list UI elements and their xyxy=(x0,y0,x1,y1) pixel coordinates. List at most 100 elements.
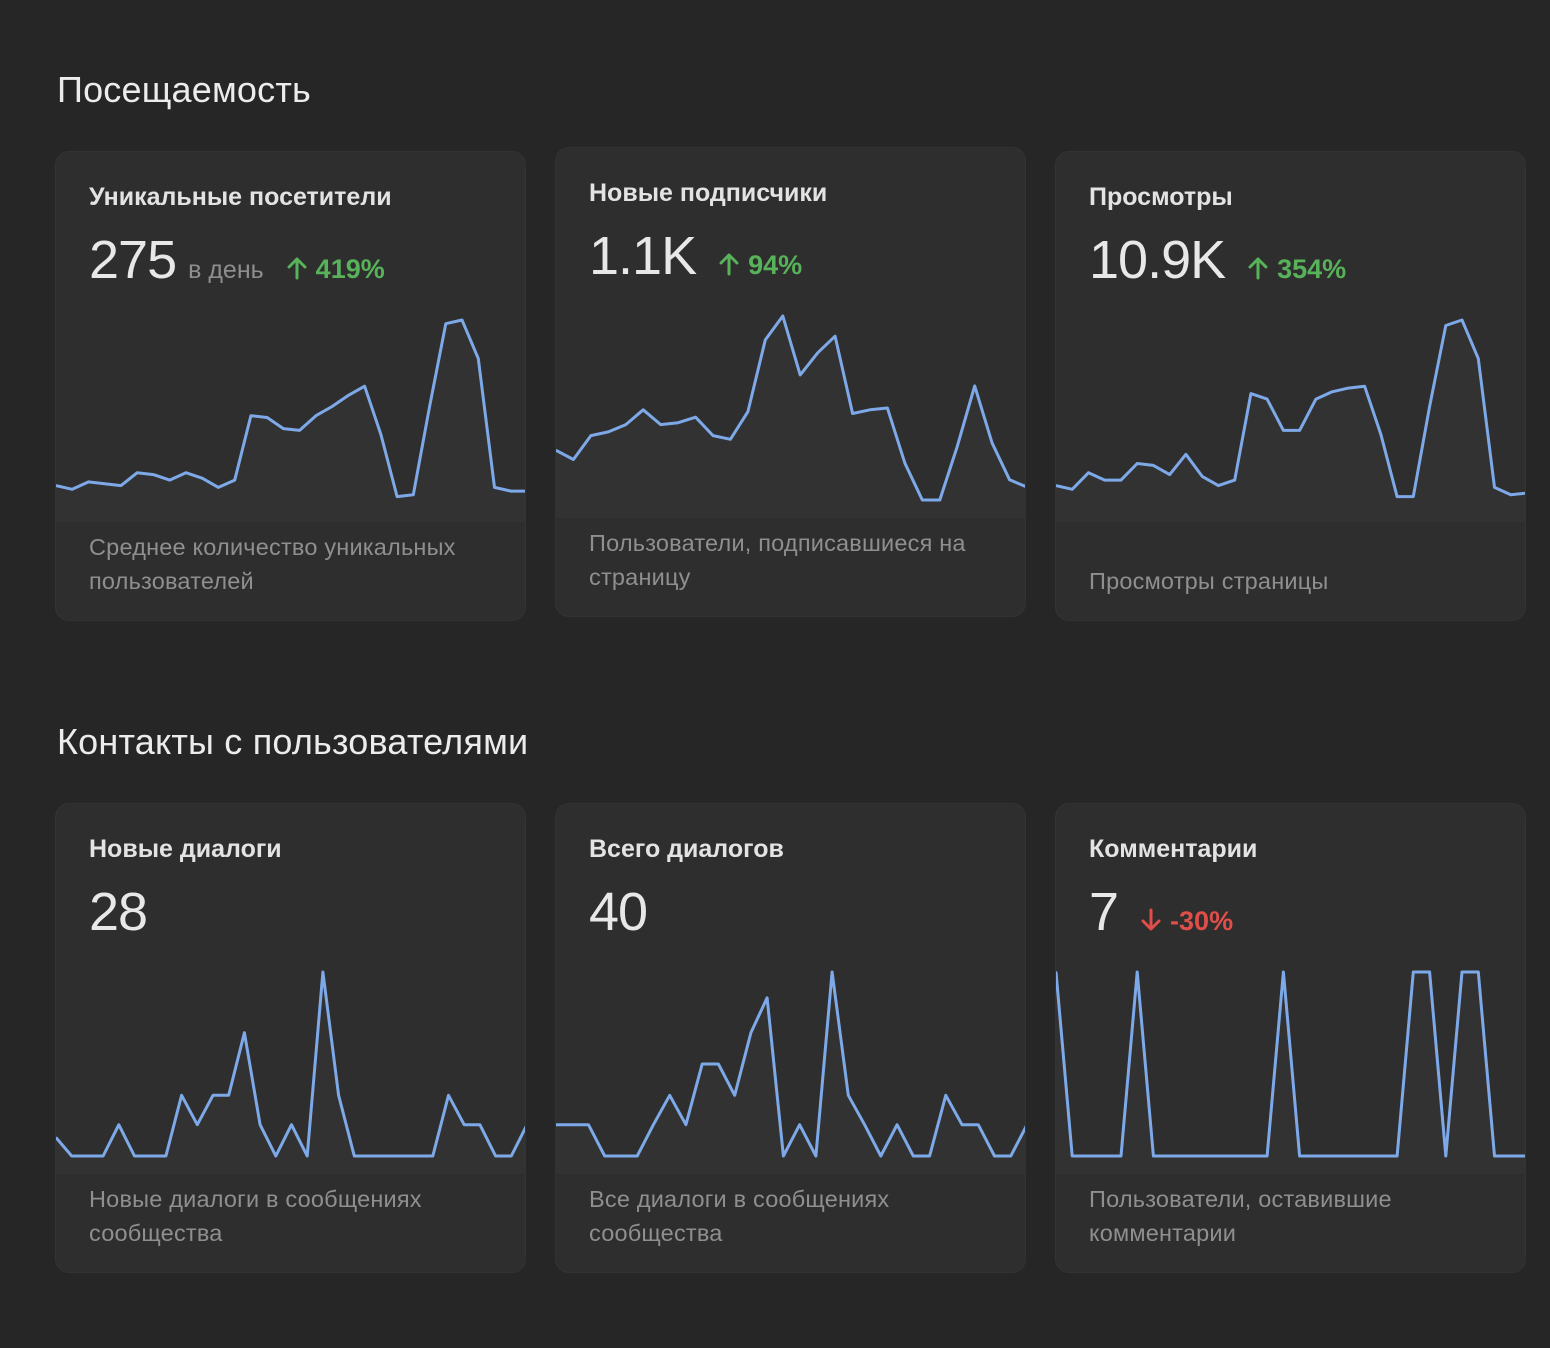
sparkline-point xyxy=(120,484,122,487)
sparkline-point xyxy=(620,1155,622,1157)
sparkline-point xyxy=(1136,462,1139,465)
sparkline-point xyxy=(589,434,592,437)
sparkline-point xyxy=(217,486,220,489)
sparkline-point xyxy=(991,442,994,444)
sparkline-point xyxy=(921,499,924,501)
sparkline-point xyxy=(1056,971,1057,973)
sparkline-point xyxy=(353,1155,356,1157)
metric-value: 1.1K xyxy=(589,226,697,286)
sparkline-point xyxy=(712,434,714,437)
section-title-user-contacts: Контакты с пользователями xyxy=(57,721,529,762)
card-title: Просмотры xyxy=(1089,183,1233,211)
sparkline-point xyxy=(1282,429,1285,432)
sparkline-point xyxy=(572,458,575,461)
sparkline-point xyxy=(1071,488,1074,491)
sparkline-point xyxy=(1347,1155,1350,1157)
sparkline-line xyxy=(556,970,1025,1158)
sparkline-point xyxy=(1168,473,1171,476)
sparkline-point xyxy=(1071,1155,1074,1157)
sparkline-chart xyxy=(1056,318,1525,522)
card-unique-visitors[interactable]: Уникальные посетители 275 в день 419% Ср… xyxy=(55,151,526,621)
sparkline-point xyxy=(87,480,90,483)
sparkline-point xyxy=(851,412,854,415)
card-description: Просмотры страницы xyxy=(1089,568,1329,594)
sparkline-point xyxy=(1152,1155,1155,1157)
sparkline-point xyxy=(834,335,837,338)
metric-change: 419% xyxy=(286,254,385,285)
sparkline-point xyxy=(1152,464,1155,467)
sparkline-point xyxy=(136,471,139,474)
sparkline-point xyxy=(412,493,415,496)
metric-row: 40 xyxy=(589,882,648,942)
metric-value: 10.9K xyxy=(1089,230,1226,290)
arrow-up-icon xyxy=(1248,257,1268,280)
sparkline-point xyxy=(196,1123,199,1126)
sparkline-point xyxy=(1184,453,1187,456)
sparkline-point xyxy=(164,1155,167,1157)
sparkline-point xyxy=(56,484,57,487)
sparkline-point xyxy=(71,488,74,491)
sparkline-point xyxy=(1298,429,1301,432)
sparkline-point xyxy=(781,315,784,317)
sparkline-point xyxy=(70,1155,73,1157)
sparkline-point xyxy=(227,1094,230,1097)
sparkline-chart xyxy=(56,318,525,522)
sparkline-point xyxy=(331,405,334,408)
sparkline-point xyxy=(956,445,959,448)
sparkline-chart xyxy=(556,970,1025,1174)
sparkline-point xyxy=(749,1031,752,1034)
sparkline-area xyxy=(556,316,1025,518)
sparkline-point xyxy=(1412,495,1415,498)
sparkline-point xyxy=(1087,1155,1090,1157)
card-new-dialogs[interactable]: Новые диалоги 28 Новые диалоги в сообщен… xyxy=(55,803,526,1273)
card-description: Пользователи, подписавшиеся на страницу xyxy=(589,530,966,590)
sparkline-point xyxy=(944,1094,947,1097)
card-title: Новые подписчики xyxy=(589,179,828,207)
sparkline-point xyxy=(290,1123,293,1126)
sparkline-point xyxy=(886,407,889,409)
sparkline-point xyxy=(103,482,106,485)
sparkline-point xyxy=(659,423,662,426)
sparkline-point xyxy=(1201,475,1204,478)
sparkline-point xyxy=(1396,495,1399,498)
metric-row: 275 в день 419% xyxy=(89,230,385,290)
sparkline-point xyxy=(977,1123,980,1126)
sparkline-line xyxy=(556,314,1025,502)
sparkline-point xyxy=(1363,385,1366,388)
section-title-attendance: Посещаемость xyxy=(57,69,311,110)
sparkline-point xyxy=(1379,433,1382,436)
sparkline-point xyxy=(1314,398,1317,401)
card-new-subscribers[interactable]: Новые подписчики 1.1K 94% Пользователи, … xyxy=(555,147,1026,617)
sparkline-point xyxy=(798,1123,801,1126)
metric-value: 275 xyxy=(89,230,177,290)
metric-unit: в день xyxy=(188,256,264,284)
sparkline-point xyxy=(243,1031,246,1034)
sparkline-point xyxy=(1493,486,1496,489)
metric-row: 7 -30% xyxy=(1089,882,1233,942)
sparkline-point xyxy=(1120,479,1122,482)
sparkline-line xyxy=(1056,318,1525,499)
sparkline-point xyxy=(1428,971,1431,973)
sparkline-point xyxy=(1331,390,1334,393)
metric-change-value: 354% xyxy=(1277,254,1347,284)
sparkline-point xyxy=(212,1094,214,1097)
sparkline-point xyxy=(668,1094,671,1097)
sparkline-line xyxy=(1056,970,1525,1158)
sparkline-point xyxy=(102,1155,105,1157)
sparkline-point xyxy=(766,996,769,999)
sparkline-point xyxy=(282,427,285,430)
sparkline-point xyxy=(1087,471,1090,474)
card-comments[interactable]: Комментарии 7 -30% Пользователи, оставив… xyxy=(1055,803,1526,1273)
sparkline-point xyxy=(1509,1155,1512,1157)
card-views[interactable]: Просмотры 10.9K 354% Просмотры страницы xyxy=(1055,151,1526,621)
sparkline-point xyxy=(961,1123,963,1126)
sparkline-point xyxy=(587,1123,590,1126)
sparkline-area xyxy=(56,972,525,1174)
sparkline-point xyxy=(782,1155,785,1157)
metric-change-value: -30% xyxy=(1170,906,1234,936)
arrow-down-icon xyxy=(1141,908,1161,931)
card-total-dialogs[interactable]: Всего диалогов 40 Все диалоги в сообщени… xyxy=(555,803,1026,1273)
metric-change: -30% xyxy=(1140,906,1233,937)
sparkline-point xyxy=(1120,1155,1122,1157)
sparkline-point xyxy=(1298,1155,1301,1157)
